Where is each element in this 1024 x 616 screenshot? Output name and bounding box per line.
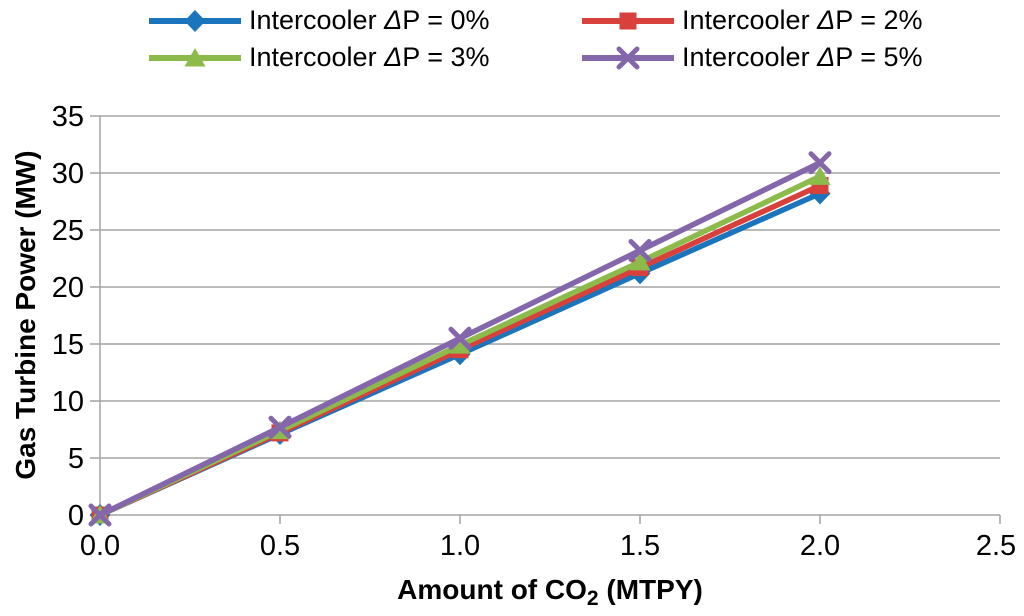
data-point-x	[616, 46, 640, 69]
delta-symbol: Δ	[384, 5, 403, 35]
y-axis-title: Gas Turbine Power (MW)	[10, 150, 41, 480]
x-tick-label: 1.0	[440, 530, 480, 562]
x-axis-title: Amount of CO2 (MTPY)	[100, 574, 1000, 611]
x-axis-title-subscript: 2	[586, 587, 599, 610]
legend-label-text: P = 0%	[402, 5, 490, 35]
legend-label: Intercooler ΔP = 2%	[682, 5, 923, 36]
legend-marker-triangle-icon	[149, 47, 241, 66]
legend-label-text: Intercooler	[682, 42, 818, 72]
data-point-x	[268, 415, 292, 439]
legend-label: Intercooler ΔP = 5%	[682, 42, 923, 73]
legend-marker-diamond-icon	[149, 9, 241, 32]
delta-symbol: Δ	[817, 5, 836, 35]
y-tick-label: 20	[52, 272, 84, 304]
legend-label-text: P = 2%	[835, 5, 923, 35]
y-tick-label: 30	[52, 158, 84, 190]
legend-marker-x-icon	[582, 46, 674, 69]
x-tick-label: 0.5	[260, 530, 300, 562]
data-point-triangle	[809, 166, 831, 185]
y-tick-label: 5	[68, 443, 84, 475]
y-tick-label: 25	[52, 215, 84, 247]
data-point-x	[808, 151, 832, 175]
chart-legend: Intercooler ΔP = 0% Intercooler ΔP = 2% …	[148, 2, 923, 76]
legend-label-text: P = 3%	[402, 42, 490, 72]
legend-label-text: P = 5%	[835, 42, 923, 72]
x-tick-label: 2.5	[976, 530, 1016, 562]
y-tick-label: 0	[68, 500, 84, 532]
legend-item-dp2: Intercooler ΔP = 2%	[581, 2, 923, 39]
data-point-triangle	[184, 47, 206, 66]
legend-label-text: Intercooler	[682, 5, 818, 35]
data-point-x	[88, 503, 112, 527]
data-point-square	[619, 12, 637, 29]
data-point-triangle	[449, 335, 471, 354]
legend-label-text: Intercooler	[249, 42, 385, 72]
x-tick-label: 1.5	[620, 530, 660, 562]
x-axis-title-text: Amount of CO	[397, 574, 587, 605]
x-tick-label: 2.0	[800, 530, 840, 562]
y-tick-label: 15	[52, 329, 84, 361]
legend-item-dp3: Intercooler ΔP = 3%	[148, 39, 581, 76]
delta-symbol: Δ	[384, 42, 403, 72]
legend-label-text: Intercooler	[249, 5, 385, 35]
delta-symbol: Δ	[817, 42, 836, 72]
legend-label: Intercooler ΔP = 3%	[249, 42, 490, 73]
y-tick-label: 35	[52, 101, 84, 133]
data-point-x	[448, 326, 472, 350]
data-point-diamond	[184, 9, 206, 32]
legend-label: Intercooler ΔP = 0%	[249, 5, 490, 36]
legend-item-dp0: Intercooler ΔP = 0%	[148, 2, 581, 39]
legend-marker-square-icon	[582, 12, 674, 29]
data-point-triangle	[629, 251, 651, 271]
x-tick-label: 0.0	[80, 530, 120, 562]
data-point-x	[628, 239, 652, 263]
x-axis-title-text: (MTPY)	[598, 574, 703, 605]
legend-item-dp5: Intercooler ΔP = 5%	[581, 39, 923, 76]
y-tick-label: 10	[52, 386, 84, 418]
